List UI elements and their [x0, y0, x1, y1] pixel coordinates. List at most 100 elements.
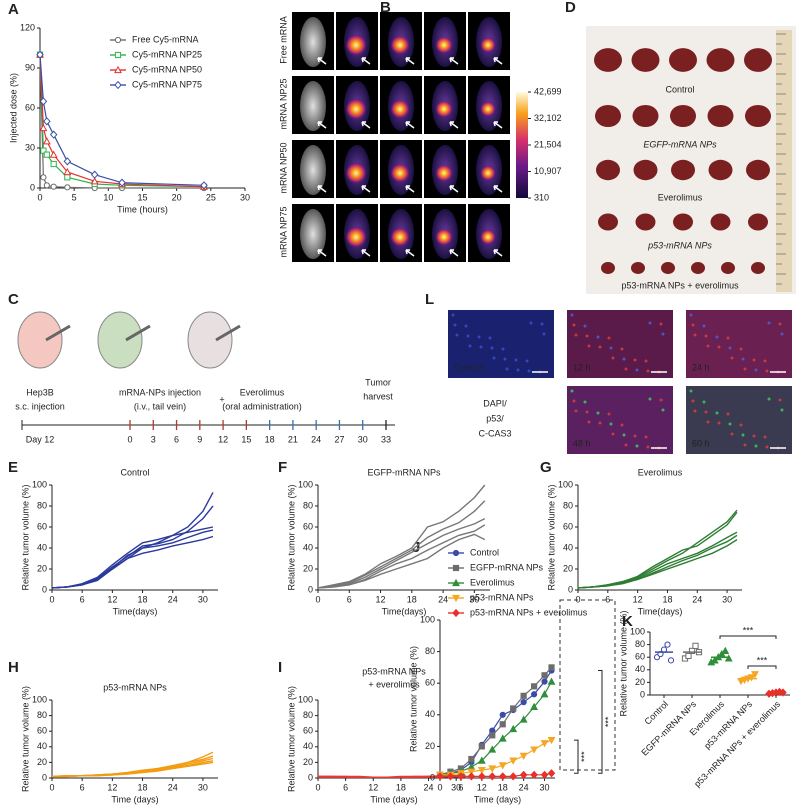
- data-point: [530, 683, 538, 690]
- micro-speck: [633, 358, 637, 362]
- x-tick-label: 10: [103, 192, 113, 202]
- x-axis-label: Time (days): [370, 794, 417, 804]
- data-point: [667, 657, 675, 664]
- micro-speck: [644, 435, 648, 439]
- syringe: [45, 324, 71, 342]
- y-tick-label: 60: [563, 521, 573, 531]
- y-tick-label: 60: [425, 678, 435, 688]
- series-line: [577, 511, 738, 589]
- legend-label: EGFP-mRNA NPs: [470, 562, 544, 572]
- signal: [435, 164, 453, 182]
- arrow: [449, 57, 459, 65]
- series-line: [51, 535, 214, 589]
- syringe: [125, 324, 151, 342]
- tumor: [671, 159, 695, 181]
- micro-speck: [689, 313, 693, 317]
- micro-speck: [743, 367, 747, 371]
- y-axis-label: Relative tumor volume (%): [618, 610, 628, 716]
- data-point: [685, 652, 692, 660]
- signal: [345, 98, 367, 120]
- tumor: [598, 213, 618, 231]
- panel-label: D: [565, 0, 576, 16]
- micro-speck: [611, 432, 615, 436]
- micro-speck: [468, 344, 472, 348]
- significance-bracket: [719, 635, 777, 639]
- panel-label: K: [622, 613, 633, 630]
- x-tick-label: 0: [49, 782, 54, 792]
- arrow: [449, 185, 459, 193]
- micro-speck: [730, 356, 734, 360]
- y-tick-label: 120: [20, 22, 35, 32]
- micro-speck: [702, 400, 706, 404]
- micro-speck: [704, 334, 708, 338]
- y-tick-label: 100: [630, 626, 645, 636]
- micro-speck: [704, 410, 708, 414]
- micro-speck: [609, 346, 613, 350]
- y-tick-label: 60: [37, 521, 47, 531]
- y-tick-label: 60: [37, 726, 47, 736]
- tumor: [635, 213, 656, 231]
- micro-speck: [572, 399, 576, 403]
- y-tick-label: 20: [635, 677, 645, 687]
- micrograph: [686, 386, 792, 454]
- colorbar-label: 310: [534, 192, 549, 202]
- timeline-label: 0: [127, 434, 132, 444]
- y-tick-label: 40: [425, 709, 435, 719]
- arrow: [361, 121, 371, 129]
- colorbar: [516, 92, 528, 198]
- timeline-label: 21: [288, 434, 298, 444]
- data-point: [498, 762, 507, 770]
- tumor: [673, 213, 693, 231]
- data-point: [509, 757, 518, 765]
- data-point: [548, 664, 555, 671]
- data-point: [64, 184, 71, 191]
- data-point: [519, 752, 528, 761]
- data-point: [747, 674, 756, 682]
- significance-bracket: [598, 670, 603, 774]
- x-tick-label: 6: [80, 782, 85, 792]
- x-tick-label: 0: [575, 594, 580, 604]
- row-label: mRNA NP25: [278, 78, 288, 129]
- micro-speck: [715, 411, 719, 415]
- x-tick-label: 30: [722, 594, 732, 604]
- panel-label: B: [380, 0, 391, 16]
- data-point: [519, 715, 528, 723]
- legend-marker: [452, 549, 460, 557]
- x-axis-label: Time(days): [638, 606, 683, 616]
- data-point: [42, 137, 51, 145]
- y-tick-label: 20: [303, 563, 313, 573]
- row-label: mRNA NP75: [278, 206, 288, 257]
- data-point: [43, 151, 50, 158]
- significance-label: ***: [579, 751, 589, 762]
- syringe: [215, 324, 241, 342]
- timeline-label: 30: [358, 434, 368, 444]
- micro-speck: [598, 421, 602, 425]
- tumor: [631, 262, 645, 274]
- micro-speck: [585, 410, 589, 414]
- y-tick-label: 0: [308, 584, 313, 594]
- significance-bracket: [574, 739, 579, 774]
- mouse-icon: [187, 311, 233, 369]
- data-point: [488, 745, 497, 753]
- y-tick-label: 0: [640, 689, 645, 699]
- x-tick-label: 12: [633, 594, 643, 604]
- arrow: [317, 185, 327, 193]
- micro-speck: [644, 359, 648, 363]
- colorbar-label: 10,907: [534, 166, 562, 176]
- data-point: [50, 183, 57, 190]
- signal: [390, 163, 410, 183]
- row-label: Free mRNA: [278, 16, 288, 64]
- y-tick-label: 80: [563, 500, 573, 510]
- row-label: mRNA NP50: [278, 142, 288, 193]
- micro-speck: [646, 445, 650, 449]
- micro-speck: [728, 346, 732, 350]
- timeline-label: 9: [197, 434, 202, 444]
- tumor: [596, 159, 620, 181]
- panel-label: H: [8, 659, 19, 676]
- micro-speck: [607, 336, 611, 340]
- arrow: [449, 249, 459, 257]
- x-tick-label: 0: [37, 192, 42, 202]
- micro-speck: [752, 358, 756, 362]
- step-label: harvest: [363, 391, 393, 401]
- micro-speck: [691, 323, 695, 327]
